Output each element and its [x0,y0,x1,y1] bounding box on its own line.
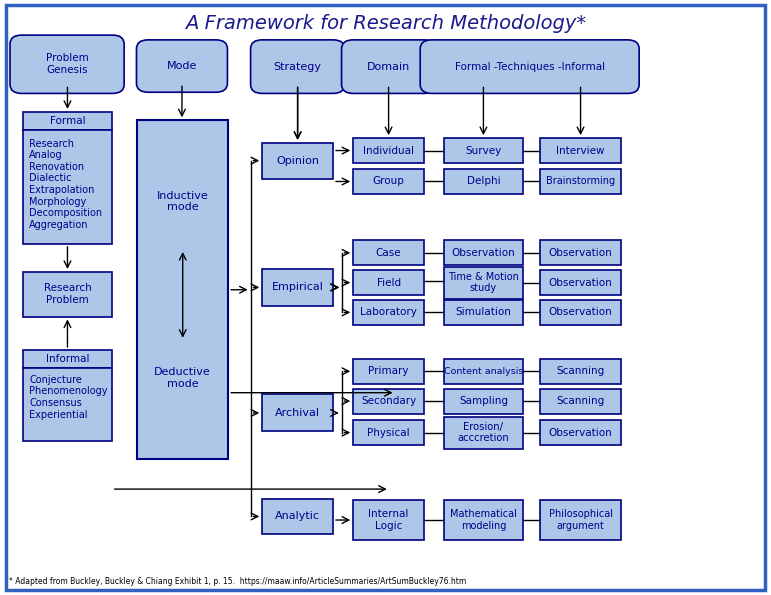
Text: Observation: Observation [549,308,612,317]
Text: Analytic: Analytic [275,512,320,521]
FancyBboxPatch shape [353,138,424,163]
FancyBboxPatch shape [444,169,523,194]
Text: Scanning: Scanning [557,367,604,376]
FancyBboxPatch shape [540,240,621,265]
Text: Observation: Observation [549,428,612,437]
FancyBboxPatch shape [342,40,436,93]
Text: Interview: Interview [557,146,604,155]
Text: Primary: Primary [369,367,409,376]
Text: Laboratory: Laboratory [360,308,417,317]
Text: Opinion: Opinion [276,156,319,165]
Text: Conjecture
Phenomenology
Consensus
Experiential: Conjecture Phenomenology Consensus Exper… [29,375,108,419]
Text: Secondary: Secondary [361,396,416,406]
FancyBboxPatch shape [262,143,333,178]
Text: Survey: Survey [465,146,502,155]
Text: Internal
Logic: Internal Logic [369,509,409,531]
Text: Archival: Archival [275,408,320,418]
FancyBboxPatch shape [540,300,621,325]
FancyBboxPatch shape [353,359,424,384]
Text: Group: Group [372,177,405,186]
FancyBboxPatch shape [540,169,621,194]
Text: Mode: Mode [167,61,197,71]
Text: Problem
Genesis: Problem Genesis [45,54,89,75]
Text: * Adapted from Buckley, Buckley & Chiang Exhibit 1, p. 15.  https://maaw.info/Ar: * Adapted from Buckley, Buckley & Chiang… [9,577,466,587]
Text: Domain: Domain [367,62,410,71]
FancyBboxPatch shape [23,272,112,317]
FancyBboxPatch shape [353,270,424,295]
Text: Observation: Observation [452,248,515,258]
FancyBboxPatch shape [262,499,333,534]
Text: Observation: Observation [549,278,612,287]
FancyBboxPatch shape [23,350,112,368]
Text: Erosion/
acccretion: Erosion/ acccretion [457,422,510,443]
FancyBboxPatch shape [23,112,112,130]
FancyBboxPatch shape [444,267,523,299]
Text: Simulation: Simulation [456,308,511,317]
Text: Formal -Techniques -Informal: Formal -Techniques -Informal [455,62,604,71]
FancyBboxPatch shape [420,40,639,93]
Text: A Framework for Research Methodology*: A Framework for Research Methodology* [185,14,586,33]
FancyBboxPatch shape [540,389,621,414]
FancyBboxPatch shape [444,359,523,384]
Text: Content analysis: Content analysis [444,367,523,376]
Text: Sampling: Sampling [459,396,508,406]
Text: Philosophical
argument: Philosophical argument [548,509,613,531]
FancyBboxPatch shape [444,240,523,265]
FancyBboxPatch shape [444,416,523,449]
FancyBboxPatch shape [23,130,112,244]
FancyBboxPatch shape [444,138,523,163]
Text: Time & Motion
study: Time & Motion study [448,272,519,293]
FancyBboxPatch shape [540,500,621,540]
FancyBboxPatch shape [353,500,424,540]
Text: Individual: Individual [363,146,414,155]
Text: Empirical: Empirical [271,283,324,292]
Text: Delphi: Delphi [466,177,500,186]
FancyBboxPatch shape [10,35,124,93]
FancyBboxPatch shape [353,169,424,194]
FancyBboxPatch shape [137,120,228,459]
FancyBboxPatch shape [353,240,424,265]
Text: Deductive
mode: Deductive mode [154,367,211,389]
FancyBboxPatch shape [353,300,424,325]
FancyBboxPatch shape [136,40,227,92]
FancyBboxPatch shape [262,269,333,306]
FancyBboxPatch shape [251,40,345,93]
Text: Case: Case [375,248,402,258]
FancyBboxPatch shape [262,394,333,431]
FancyBboxPatch shape [444,389,523,414]
FancyBboxPatch shape [353,420,424,445]
FancyBboxPatch shape [444,500,523,540]
Text: Informal: Informal [45,354,89,364]
Text: Inductive
mode: Inductive mode [157,191,209,212]
Text: Physical: Physical [367,428,410,437]
FancyBboxPatch shape [540,420,621,445]
Text: Mathematical
modeling: Mathematical modeling [450,509,517,531]
Text: Research
Analog
Renovation
Dialectic
Extrapolation
Morphology
Decomposition
Aggr: Research Analog Renovation Dialectic Ext… [29,139,103,230]
Text: Field: Field [376,278,401,287]
Text: Research
Problem: Research Problem [44,283,91,305]
Text: Strategy: Strategy [274,62,322,71]
FancyBboxPatch shape [540,270,621,295]
FancyBboxPatch shape [353,389,424,414]
Text: Formal: Formal [49,116,86,126]
FancyBboxPatch shape [540,138,621,163]
FancyBboxPatch shape [23,368,112,441]
FancyBboxPatch shape [444,300,523,325]
Text: Observation: Observation [549,248,612,258]
Text: Scanning: Scanning [557,396,604,406]
Text: Brainstorming: Brainstorming [546,177,615,186]
FancyBboxPatch shape [540,359,621,384]
